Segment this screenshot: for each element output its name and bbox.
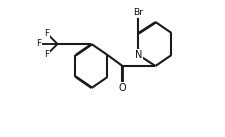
Text: F: F [44,28,49,38]
Text: Br: Br [133,8,143,18]
Text: F: F [36,39,41,48]
Text: O: O [118,83,126,93]
Text: F: F [44,51,49,59]
Text: N: N [134,50,142,60]
